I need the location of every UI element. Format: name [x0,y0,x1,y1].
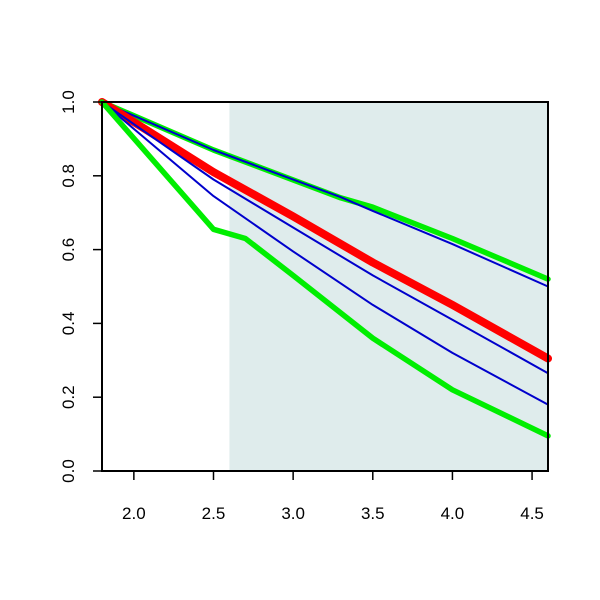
x-tick-label-2: 2.5 [202,504,226,523]
plot-border [101,101,549,472]
y-tick-label-4: 0.6 [59,238,78,262]
x-tick-label-4: 3.5 [361,504,385,523]
y-tick-label-6: 1.0 [59,90,78,114]
x-tick-label-1: 2.0 [122,504,146,523]
x-tick-label-3: 3.0 [281,504,305,523]
series-line-2 [101,101,549,288]
x-tick-label-5: 4.0 [441,504,465,523]
y-tick-label-1: 0.0 [59,459,78,483]
series-layer [98,98,552,439]
y-tick-label-5: 0.8 [59,164,78,188]
series-line-4 [101,101,549,375]
series-line-6 [99,99,551,439]
x-tick-label-6: 4.5 [520,504,544,523]
y-tick-label-3: 0.4 [59,312,78,336]
axes-layer: 2.0 2.5 3.0 3.5 4.0 4.5 0.0 0.2 0.4 0.6 0.8 1.0 [59,90,549,523]
series-line-3 [98,98,552,363]
series-line-5 [101,101,549,406]
y-tick-label-2: 0.2 [59,385,78,409]
